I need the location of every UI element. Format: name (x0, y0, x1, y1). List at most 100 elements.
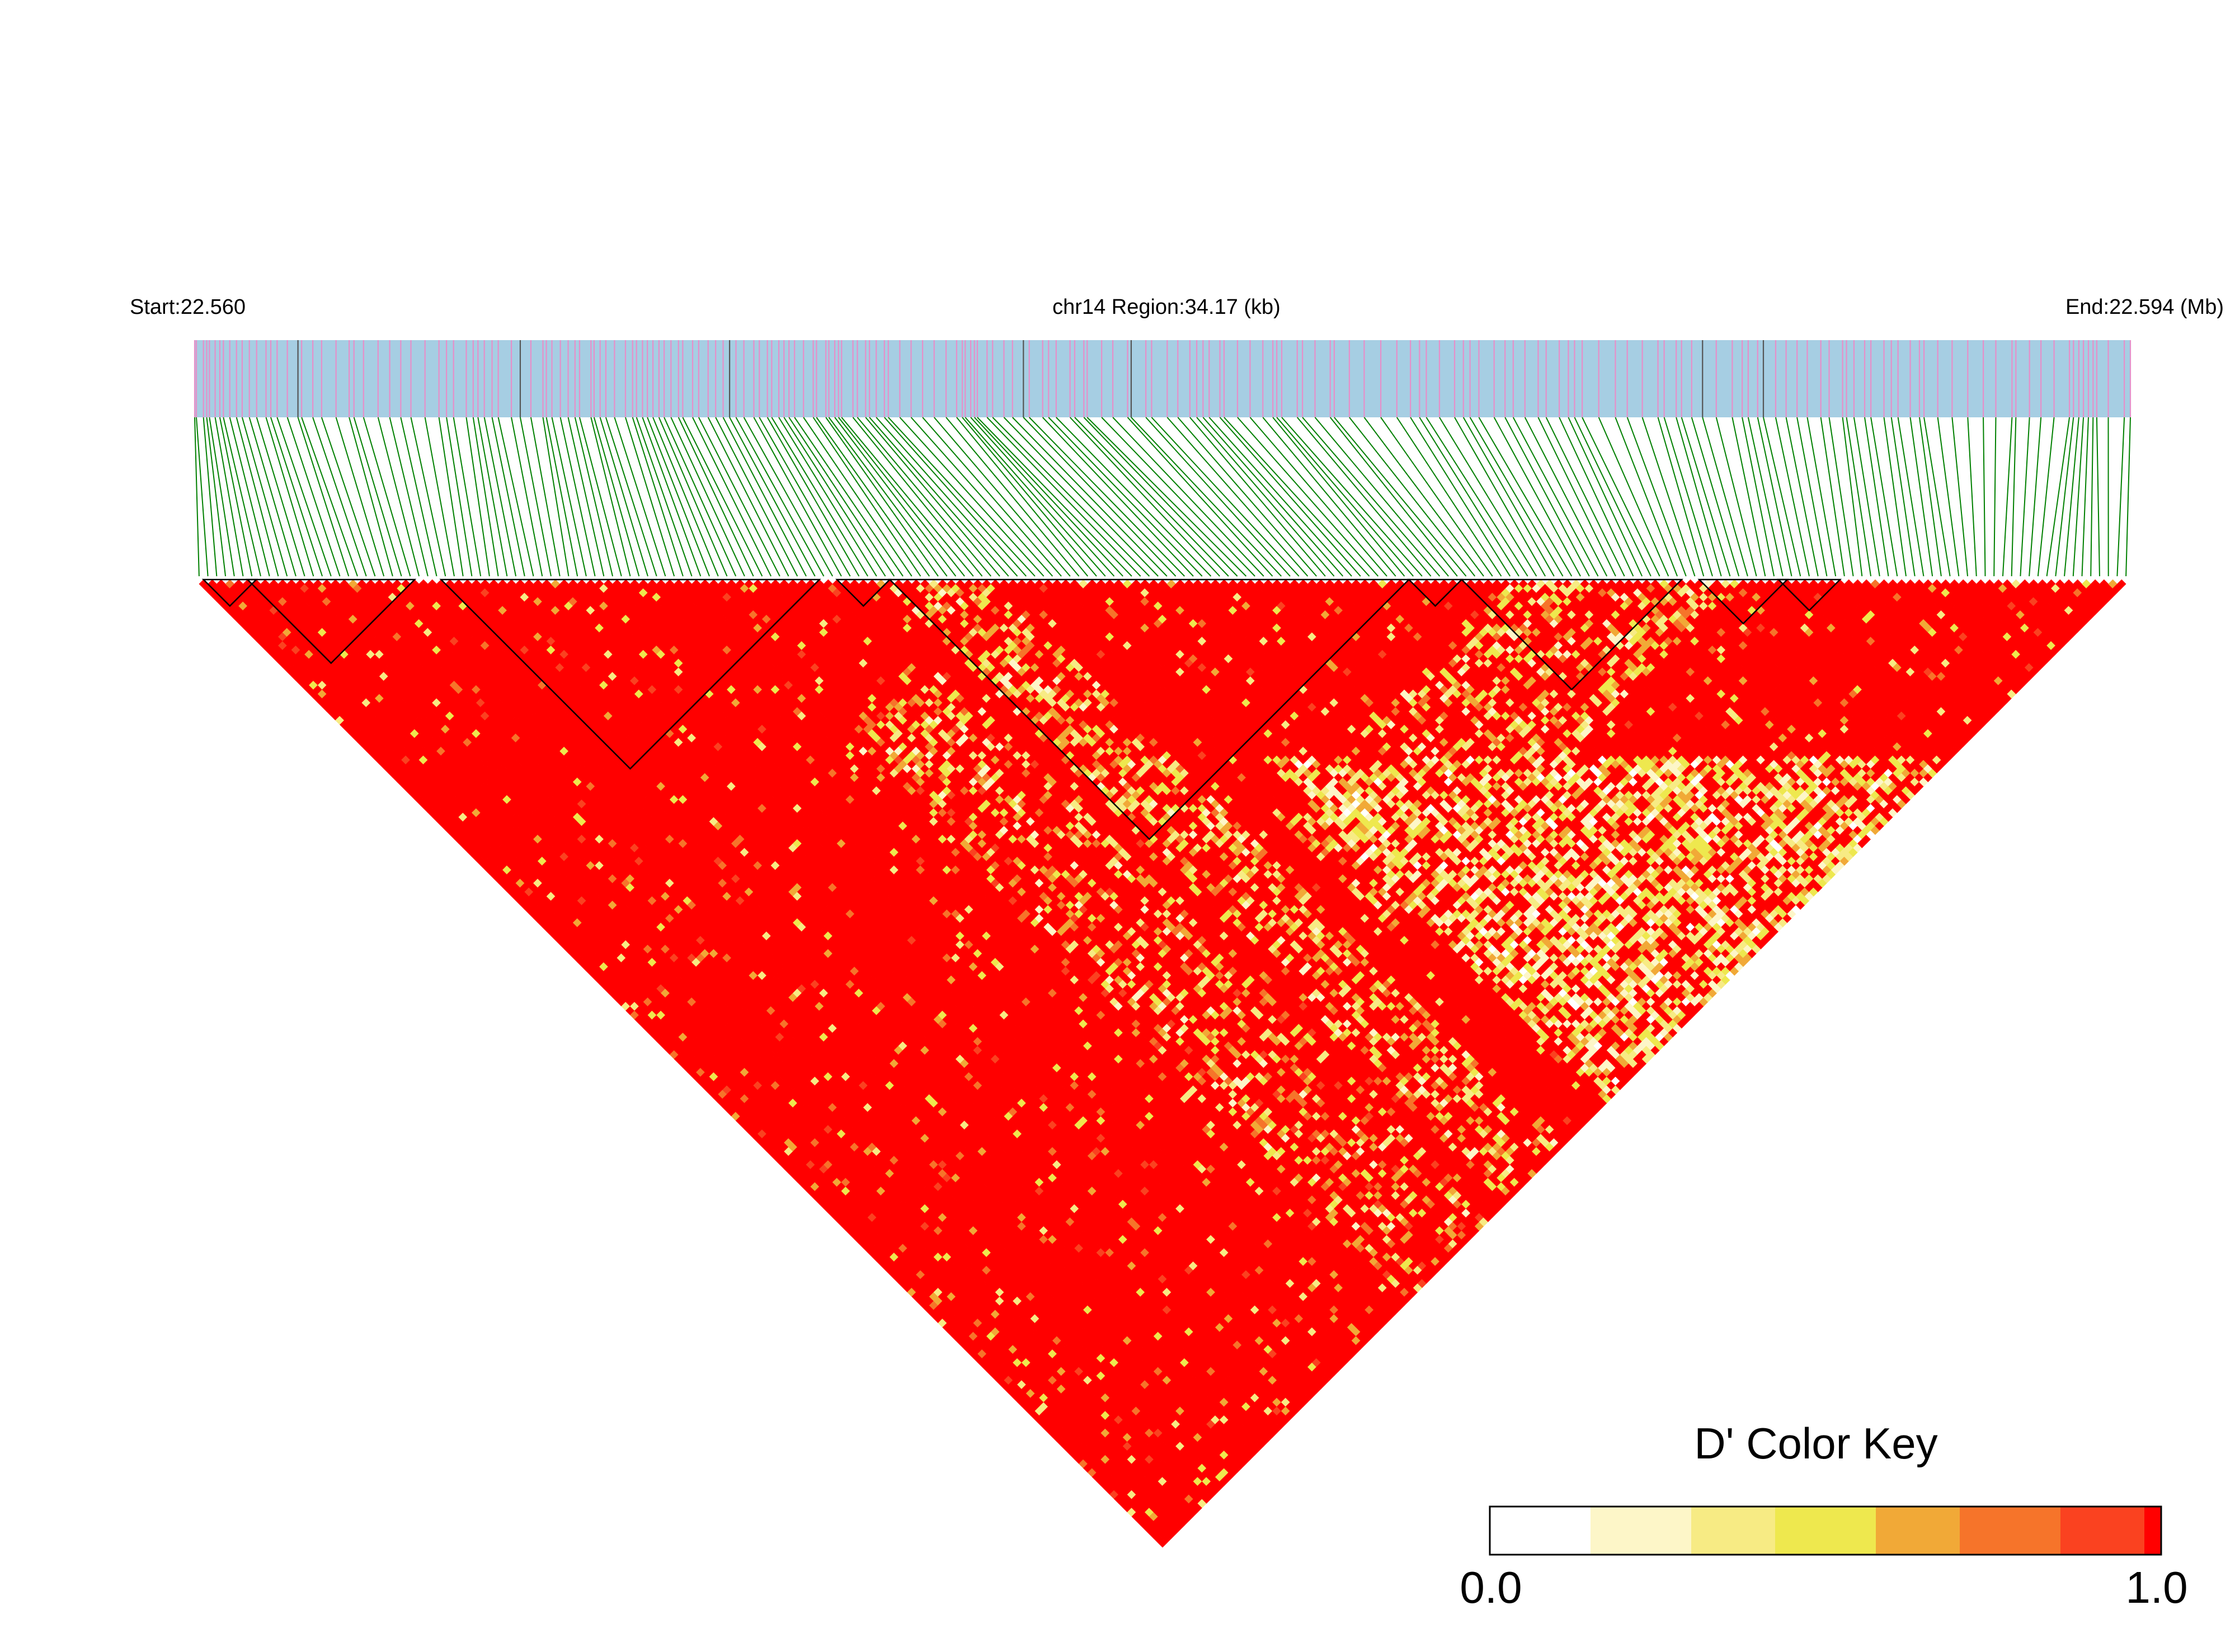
snp-connector (214, 417, 244, 577)
snp-connector (1112, 417, 1264, 577)
snp-connector (446, 417, 473, 577)
snp-connector (2064, 417, 2079, 577)
snp-connector (1524, 417, 1608, 577)
snp-connector (389, 417, 429, 577)
snp-connector (400, 417, 437, 577)
snp-connector (664, 417, 737, 577)
snp-connector (970, 417, 1115, 577)
snp-connector (1380, 417, 1493, 577)
snp-connector (1870, 417, 1898, 577)
snp-connector (922, 417, 1062, 577)
snp-connector (1056, 417, 1212, 577)
snp-connector (353, 417, 402, 577)
snp-connector (223, 417, 261, 577)
snp-connector (658, 417, 728, 577)
snp-connector (1615, 417, 1678, 577)
snp-connector (1410, 417, 1511, 577)
snp-connector (1574, 417, 1651, 577)
snp-connector (483, 417, 517, 577)
snp-connector (652, 417, 719, 577)
snp-connector (2011, 417, 2017, 577)
snp-connector (1864, 417, 1889, 577)
snp-connector (677, 417, 754, 577)
snp-connector (1537, 417, 1616, 577)
snp-connector (1512, 417, 1599, 577)
snp-connector (1828, 417, 1854, 577)
snp-connector (783, 417, 886, 577)
snp-connector (1742, 417, 1775, 577)
snp-connector (1469, 417, 1564, 577)
snp-connector (2096, 417, 2100, 577)
snp-connector (219, 417, 253, 577)
snp-connector (438, 417, 464, 577)
snp-connector (865, 417, 1000, 577)
snp-connector (1757, 417, 1792, 577)
snp-connector (945, 417, 1080, 577)
snp-connector (759, 417, 851, 577)
snp-connector (256, 417, 305, 577)
snp-connector (559, 417, 596, 577)
snp-connector (497, 417, 534, 577)
snp-connector (1086, 417, 1247, 577)
snp-connector (1967, 417, 1977, 577)
snp-connector (834, 417, 957, 577)
snp-connector (1012, 417, 1168, 577)
snp-connector (1806, 417, 1837, 577)
snp-connector (884, 417, 1027, 577)
snp-connector (194, 417, 200, 577)
snp-connector (229, 417, 270, 577)
snp-connector (1785, 417, 1819, 577)
snp-connector (349, 417, 393, 577)
snp-position-track (194, 340, 2132, 417)
snp-connector (857, 417, 992, 577)
snp-connector (692, 417, 772, 577)
snp-connector (1909, 417, 1933, 577)
snp-connector (545, 417, 578, 577)
snp-connector (2116, 417, 2125, 577)
snp-connector (1626, 417, 1687, 577)
snp-connector (1820, 417, 1845, 577)
snp-connector (1731, 417, 1766, 577)
snp-connector (743, 417, 834, 577)
snp-connector (410, 417, 446, 577)
ld-heatmap-cells (199, 579, 2126, 1548)
snp-connector (962, 417, 1097, 577)
snp-connector (1069, 417, 1220, 577)
snp-connector (2081, 417, 2089, 577)
snp-connector (1951, 417, 1969, 577)
snp-connector-lines (194, 417, 2131, 577)
snp-connector (1425, 417, 1528, 577)
snp-connector (1048, 417, 1203, 577)
snp-connector (574, 417, 614, 577)
snp-connector (1074, 417, 1229, 577)
snp-connector (715, 417, 798, 577)
snp-connector (1237, 417, 1379, 577)
snp-connector (209, 417, 235, 577)
end-label: End:22.594 (Mb) (2065, 295, 2224, 319)
snp-connector (1478, 417, 1573, 577)
snp-connector (1493, 417, 1581, 577)
snp-connector (2029, 417, 2042, 577)
snp-connector (1454, 417, 1546, 577)
snp-connector (1131, 417, 1282, 577)
snp-connector (1657, 417, 1705, 577)
snp-connector (753, 417, 842, 577)
snp-connector (286, 417, 341, 577)
snp-ticks (194, 340, 2132, 417)
snp-connector (1208, 417, 1352, 577)
snp-connector (729, 417, 816, 577)
snp-connector (1224, 417, 1370, 577)
snp-connector (1842, 417, 1863, 577)
snp-connector (707, 417, 789, 577)
snp-connector (297, 417, 350, 577)
snp-connector (977, 417, 1132, 577)
snp-connector (1029, 417, 1185, 577)
snp-connector (1702, 417, 1748, 577)
snp-connector (2020, 417, 2030, 577)
snp-connector (1189, 417, 1326, 577)
snp-connector (1127, 417, 1273, 577)
snp-connector (465, 417, 490, 577)
snp-connector (1796, 417, 1828, 577)
snp-connector (335, 417, 385, 577)
